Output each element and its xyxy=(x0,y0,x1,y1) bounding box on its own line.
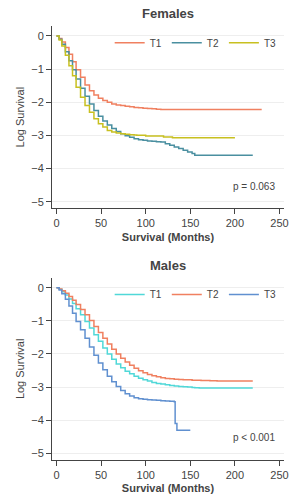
svg-text:T1: T1 xyxy=(150,289,162,300)
svg-text:200: 200 xyxy=(226,217,244,229)
svg-text:−3: −3 xyxy=(31,129,44,141)
svg-text:−5: −5 xyxy=(31,447,44,459)
svg-text:−5: −5 xyxy=(31,196,44,208)
svg-text:p = 0.063: p = 0.063 xyxy=(233,181,275,192)
svg-text:−1: −1 xyxy=(31,315,44,327)
svg-text:−2: −2 xyxy=(31,348,44,360)
svg-text:250: 250 xyxy=(270,469,288,481)
svg-text:Survival (Months): Survival (Months) xyxy=(122,231,215,243)
svg-text:100: 100 xyxy=(137,469,155,481)
svg-text:p < 0.001: p < 0.001 xyxy=(233,432,275,443)
svg-text:T1: T1 xyxy=(150,38,162,49)
svg-text:−2: −2 xyxy=(31,96,44,108)
svg-text:Males: Males xyxy=(150,258,186,273)
svg-text:50: 50 xyxy=(95,217,107,229)
svg-text:0: 0 xyxy=(53,217,59,229)
svg-text:Log Survival: Log Survival xyxy=(14,87,26,148)
svg-text:150: 150 xyxy=(181,217,199,229)
svg-text:−4: −4 xyxy=(31,414,44,426)
svg-text:Survival (Months): Survival (Months) xyxy=(122,482,215,494)
svg-text:−1: −1 xyxy=(31,63,44,75)
svg-text:50: 50 xyxy=(95,469,107,481)
svg-text:Log Survival: Log Survival xyxy=(14,339,26,400)
svg-text:−3: −3 xyxy=(31,381,44,393)
svg-text:Females: Females xyxy=(142,6,194,21)
svg-text:0: 0 xyxy=(53,469,59,481)
svg-text:T2: T2 xyxy=(207,38,219,49)
svg-text:0: 0 xyxy=(38,282,44,294)
svg-text:100: 100 xyxy=(137,217,155,229)
svg-text:−4: −4 xyxy=(31,162,44,174)
svg-text:T3: T3 xyxy=(264,289,276,300)
svg-text:200: 200 xyxy=(226,469,244,481)
svg-text:0: 0 xyxy=(38,30,44,42)
svg-text:150: 150 xyxy=(181,469,199,481)
svg-text:T2: T2 xyxy=(207,289,219,300)
svg-text:250: 250 xyxy=(270,217,288,229)
svg-text:T3: T3 xyxy=(264,38,276,49)
